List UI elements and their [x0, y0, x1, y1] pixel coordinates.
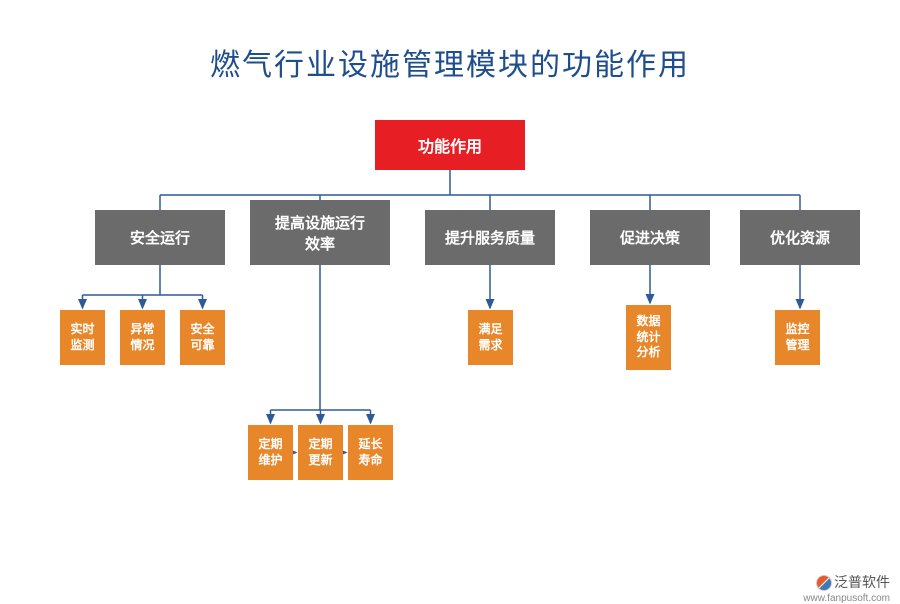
watermark-icon [816, 575, 832, 591]
watermark-text: 泛普软件 [834, 574, 890, 590]
node-功能作用: 功能作用 [375, 120, 525, 170]
node-定期 更新: 定期 更新 [298, 425, 343, 480]
node-延长 寿命: 延长 寿命 [348, 425, 393, 480]
watermark: 泛普软件 [816, 572, 890, 592]
node-efficiency: 提高设施运行 效率 [250, 200, 390, 265]
node-safety: 安全运行 [95, 210, 225, 265]
watermark-url: www.fanpusoft.com [803, 593, 890, 604]
node-quality: 提升服务质量 [425, 210, 555, 265]
node-数据 统计 分析: 数据 统计 分析 [626, 305, 671, 370]
node-定期 维护: 定期 维护 [248, 425, 293, 480]
node-异常 情况: 异常 情况 [120, 310, 165, 365]
node-decision: 促进决策 [590, 210, 710, 265]
node-安全 可靠: 安全 可靠 [180, 310, 225, 365]
node-满足 需求: 满足 需求 [468, 310, 513, 365]
node-监控 管理: 监控 管理 [775, 310, 820, 365]
diagram-container: 功能作用安全运行提高设施运行 效率提升服务质量促进决策优化资源实时 监测异常 情… [0, 0, 900, 600]
node-resource: 优化资源 [740, 210, 860, 265]
node-实时 监测: 实时 监测 [60, 310, 105, 365]
